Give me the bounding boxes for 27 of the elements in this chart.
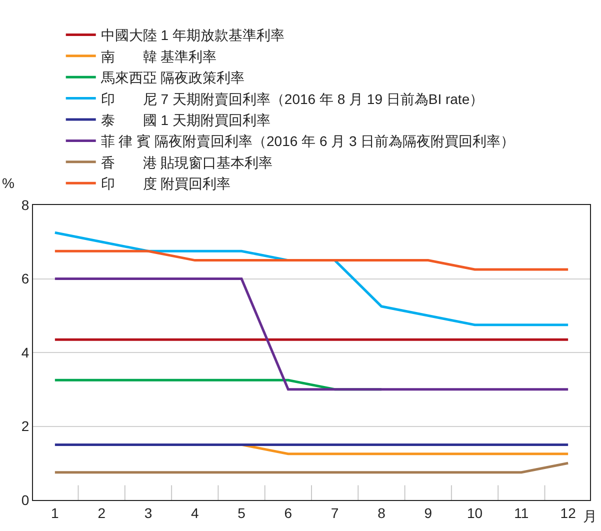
x-tick-label: 12 [560, 504, 576, 521]
y-tick-label: 8 [21, 196, 30, 213]
y-tick-label: 0 [21, 492, 30, 508]
y-axis-title: % [2, 175, 14, 191]
y-tick-label: 2 [21, 418, 30, 434]
legend-label: 馬來西亞 隔夜政策利率 [100, 70, 245, 86]
y-tick-label: 4 [21, 344, 30, 360]
x-tick-label: 3 [144, 504, 152, 521]
x-tick-label: 11 [514, 504, 529, 521]
x-tick-label: 1 [51, 504, 60, 521]
legend-label: 南 韓 基準利率 [100, 48, 217, 64]
legend-label: 香 港 貼現窗口基本利率 [100, 154, 273, 170]
x-tick-label: 8 [378, 504, 386, 521]
x-axis-title: 月 [583, 508, 597, 524]
legend-label: 泰 國 1 天期附買回利率 [100, 112, 270, 128]
x-tick-label: 2 [98, 504, 106, 521]
x-tick-label: 7 [330, 504, 339, 521]
x-tick-label: 6 [284, 504, 292, 521]
y-tick-label: 6 [21, 270, 30, 287]
x-tick-label: 4 [190, 504, 199, 521]
legend-label: 菲 律 賓 隔夜附賣回利率（2016 年 6 月 3 日前為隔夜附買回利率） [100, 133, 515, 150]
x-tick-label: 9 [424, 504, 432, 521]
x-tick-label: 5 [238, 504, 246, 521]
legend-label: 印 尼 7 天期附賣回利率（2016 年 8 月 19 日前為BI rate） [100, 90, 484, 107]
legend-label: 中國大陸 1 年期放款基準利率 [100, 27, 284, 44]
x-tick-label: 10 [466, 504, 483, 521]
legend-label: 印 度 附買回利率 [100, 176, 231, 192]
